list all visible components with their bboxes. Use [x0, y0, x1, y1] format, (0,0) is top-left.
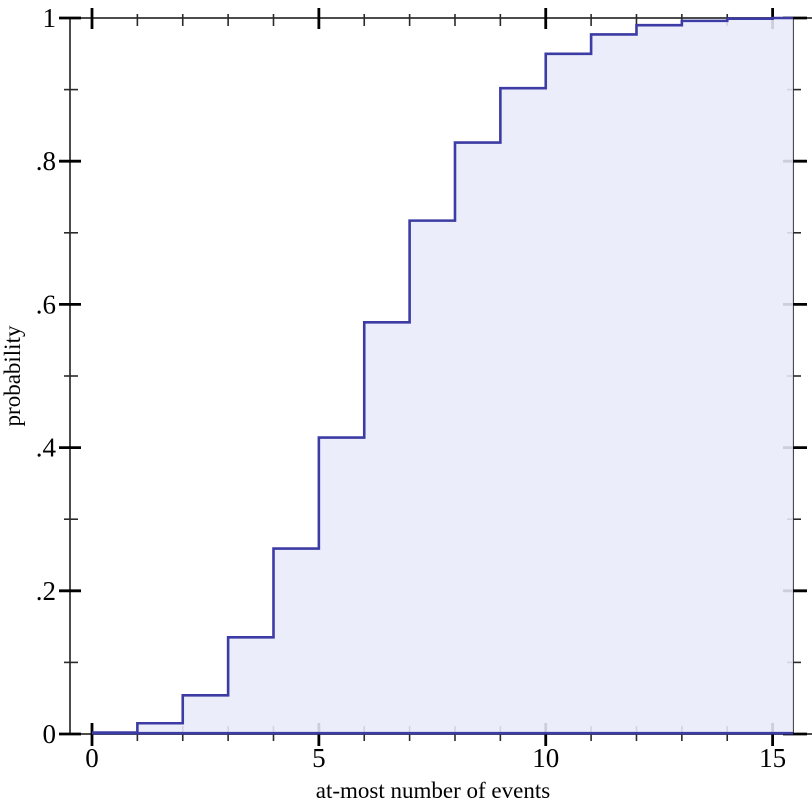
x-tick-label: 5	[312, 743, 326, 773]
y-tick-label: .6	[36, 289, 56, 319]
cdf-step-curve	[92, 16, 793, 734]
x-tick-label: 10	[532, 743, 559, 773]
y-tick-label: 1	[43, 3, 57, 33]
x-tick-label: 0	[85, 743, 99, 773]
y-axis-title: probability	[0, 325, 25, 426]
y-tick-label: 0	[43, 719, 57, 749]
labels: at-most number of events probability 0 5 1…	[0, 3, 786, 803]
y-tick-label: .2	[36, 576, 56, 606]
cdf-area-fill	[92, 18, 793, 734]
x-axis-title: at-most number of events	[316, 778, 550, 803]
plot-series	[92, 16, 793, 735]
y-tick-label: .4	[36, 433, 57, 463]
y-tick-label: .8	[36, 146, 56, 176]
x-tick-label: 15	[759, 743, 786, 773]
